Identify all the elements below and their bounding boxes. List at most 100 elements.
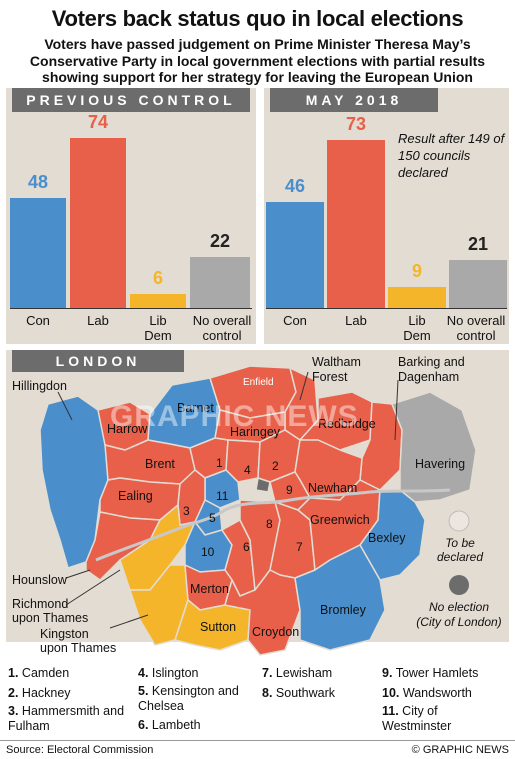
num-10: 10 [201,545,215,559]
label-harrow: Harrow [107,422,148,436]
key-6-name: Lambeth [151,718,201,732]
pointer-waltham [299,371,309,401]
key-5: 5. Kensington and Chelsea [138,684,258,714]
cat-prev-lab: Lab [87,313,109,328]
cat-may-noc-1: No overall [446,313,506,328]
cat-prev-libdem-1: Lib [149,313,167,328]
label-hillingdon: Hillingdon [12,379,67,393]
key-1-num: 1. [8,666,19,680]
key-11-name: City of Westminster [382,704,452,733]
label-sutton: Sutton [200,620,236,634]
bar-prev-libdem [130,294,186,308]
pointer-barking [394,379,399,441]
value-prev-con: 48 [27,171,49,192]
key-10-num: 10. [382,686,400,700]
cat-may-libdem-1: Lib [408,313,426,328]
bar-may-con [266,202,324,308]
key-4-num: 4. [138,666,149,680]
previous-control-header: PREVIOUS CONTROL [12,88,250,112]
label-ealing: Ealing [118,489,153,503]
num-9: 9 [286,483,293,497]
legend-noel-2: (City of London) [416,615,501,629]
london-header: LONDON [12,350,184,372]
num-8: 8 [266,517,273,531]
num-1: 1 [216,456,223,470]
key-9-num: 9. [382,666,393,680]
thames-river [95,488,451,562]
cat-prev-noc-2: control [202,328,242,343]
baseline-may [266,308,507,309]
bar-prev-con [10,197,66,308]
num-5: 5 [209,511,216,525]
subtitle: Voters have passed judgement on Prime Mi… [29,36,486,85]
key-10: 10. Wandsworth [382,686,472,701]
borough-havering [391,391,477,503]
bar-prev-lab [70,138,126,308]
label-richmond-1: Richmond [12,597,68,611]
key-4: 4. Islington [138,666,198,681]
key-8: 8. Southwark [262,686,335,701]
label-greenwich: Greenwich [310,513,370,527]
value-prev-noc: 22 [209,231,231,252]
cat-prev-noc: No overall control [186,313,258,343]
label-barking-2: Dagenham [398,370,459,384]
label-barnet: Barnet [177,401,214,415]
key-11: 11. City of Westminster [382,704,492,734]
key-9: 9. Tower Hamlets [382,666,478,681]
num-3: 3 [183,504,190,518]
cat-may-noc: No overall control [440,313,512,343]
result-note: Result after 149 of 150 councils declare… [398,131,505,180]
label-richmond-2: upon Thames [12,611,88,625]
cat-may-libdem-2: Dem [403,328,431,343]
borough-islington [225,439,261,483]
label-redbridge: Redbridge [318,417,376,431]
label-bromley: Bromley [320,603,367,617]
label-newham: Newham [308,481,357,495]
label-havering: Havering [415,457,465,471]
value-may-libdem: 9 [411,261,422,282]
value-may-con: 46 [284,176,306,197]
key-4-name: Islington [151,666,199,680]
page-title: Voters back status quo in local election… [51,6,464,31]
value-may-noc: 21 [467,233,489,254]
key-1: 1. Camden [8,666,69,681]
key-1-name: Camden [21,666,70,680]
num-4: 4 [244,463,251,477]
cat-may-noc-2: control [456,328,496,343]
key-3-name: Hammersmith and Fulham [8,704,125,733]
pointer-richmond [65,569,121,606]
key-8-num: 8. [262,686,273,700]
value-prev-lab: 74 [87,112,109,132]
num-6: 6 [243,540,250,554]
borough-hounslow [85,511,161,581]
label-croydon: Croydon [252,625,299,639]
key-3: 3. Hammersmith and Fulham [8,704,133,734]
label-brent: Brent [145,457,175,471]
label-haringey: Haringey [230,425,281,439]
value-may-lab: 73 [345,114,367,135]
num-11: 11 [216,489,229,503]
num-2: 2 [272,459,279,473]
key-5-name: Kensington and Chelsea [138,684,239,713]
pointer-hounslow [65,569,91,579]
key-8-name: Southwark [275,686,335,700]
pointer-hillingdon [57,391,73,421]
key-3-num: 3. [8,704,19,718]
num-7: 7 [296,540,303,554]
bar-may-lab [327,140,385,308]
label-waltham-1: Waltham [312,355,361,369]
may-2018-header: MAY 2018 [270,88,438,112]
credit-text: © GRAPHIC NEWS [411,744,509,756]
cat-prev-libdem-2: Dem [144,328,172,343]
key-7-num: 7. [262,666,273,680]
key-6-num: 6. [138,718,149,732]
cat-prev-con: Con [26,313,50,328]
key-9-name: Tower Hamlets [395,666,479,680]
legend-tbd-2: declared [437,550,483,564]
pointer-kingston [109,614,149,629]
key-10-name: Wandsworth [402,686,472,700]
label-kingston-1: Kingston [40,627,89,641]
key-2: 2. Hackney [8,686,71,701]
label-hounslow: Hounslow [12,573,68,587]
